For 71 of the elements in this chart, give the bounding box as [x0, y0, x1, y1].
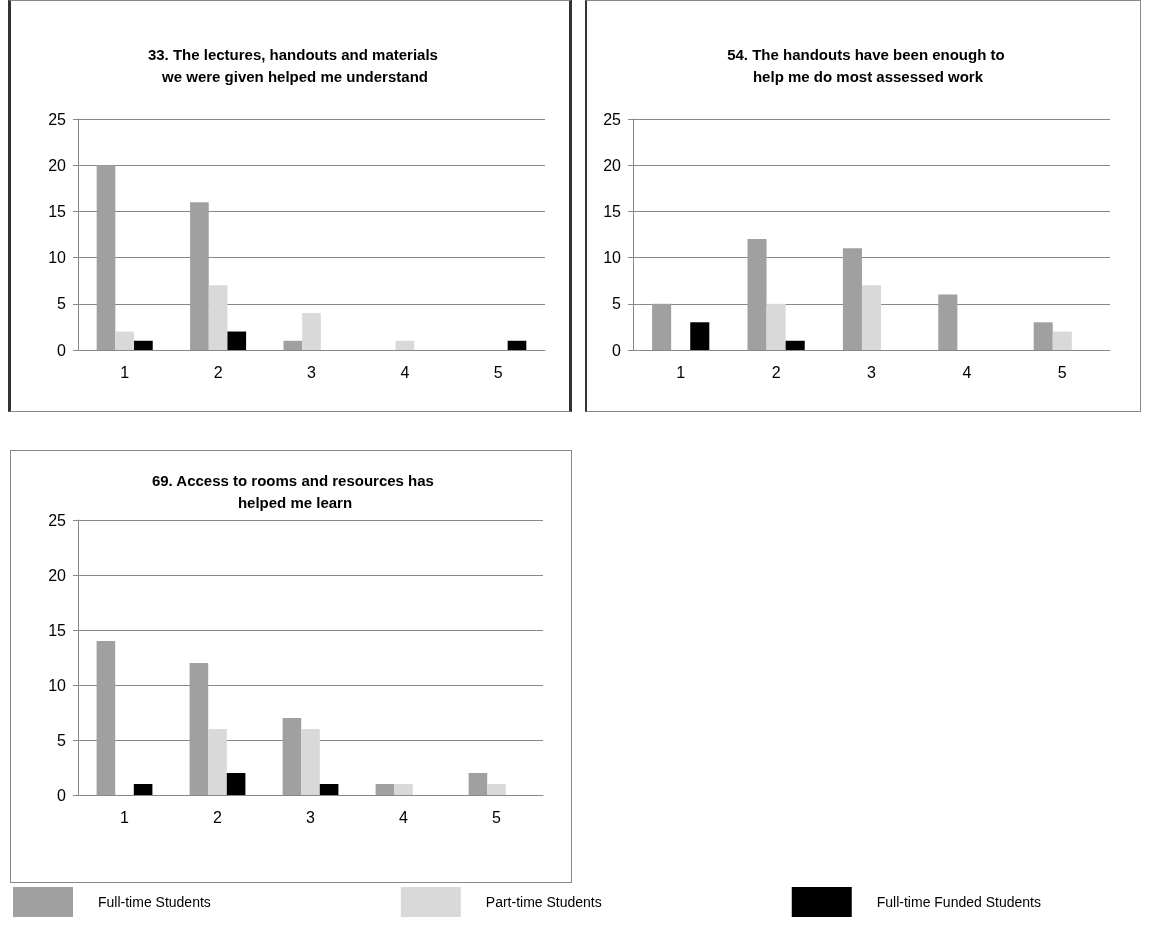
- x-tick-label: 4: [399, 808, 409, 826]
- bar: [208, 729, 227, 795]
- bar: [766, 303, 786, 350]
- y-tick-label: 5: [57, 731, 67, 749]
- legend-label: Full-time Funded Students: [876, 894, 1041, 910]
- y-tick-label: 25: [48, 110, 67, 128]
- bar: [96, 641, 116, 795]
- bar: [283, 340, 303, 350]
- x-tick-label: 2: [771, 363, 781, 381]
- y-tick-label: 0: [57, 786, 67, 804]
- bar: [652, 303, 672, 350]
- bar: [96, 165, 116, 350]
- x-tick-label: 3: [306, 808, 316, 826]
- bar: [468, 773, 488, 795]
- x-tick-label: 2: [213, 808, 223, 826]
- y-tick-label: 10: [603, 249, 622, 267]
- x-tick-label: 5: [493, 363, 503, 381]
- bar: [690, 322, 710, 350]
- bar: [226, 773, 246, 795]
- x-tick-label: 3: [867, 363, 877, 381]
- bar: [208, 285, 228, 350]
- y-tick-label: 25: [603, 110, 622, 128]
- x-tick-label: 2: [213, 363, 223, 381]
- bar: [375, 784, 395, 795]
- chart-title: 33. The lectures, handouts and materials we were given helped me understand: [147, 45, 443, 85]
- x-tick-label: 4: [962, 363, 972, 381]
- x-tick-label: 1: [120, 363, 130, 381]
- bar: [302, 313, 321, 350]
- y-tick-label: 10: [48, 676, 67, 694]
- bar: [842, 248, 862, 350]
- y-tick-label: 20: [48, 156, 67, 174]
- bar: [507, 340, 527, 350]
- bar: [319, 784, 339, 795]
- y-tick-label: 5: [57, 295, 67, 313]
- legend-label: Full-time Students: [98, 894, 211, 910]
- y-tick-label: 5: [612, 295, 622, 313]
- bar: [227, 331, 247, 350]
- y-tick-label: 20: [48, 566, 67, 584]
- bar: [487, 784, 506, 795]
- bar: [938, 294, 958, 350]
- bar: [747, 239, 767, 350]
- bar: [115, 331, 135, 350]
- bar: [301, 729, 320, 795]
- bar: [133, 784, 153, 795]
- x-tick-label: 1: [676, 363, 686, 381]
- bar: [395, 340, 415, 350]
- bar: [134, 340, 153, 350]
- x-tick-label: 5: [492, 808, 502, 826]
- bar: [190, 202, 209, 350]
- y-tick-label: 10: [48, 249, 67, 267]
- bar: [1033, 322, 1053, 350]
- y-tick-label: 0: [57, 341, 67, 359]
- chart-title: 69. Access to rooms and resources has helped me learn: [151, 471, 439, 511]
- bar: [785, 340, 805, 350]
- x-tick-label: 3: [307, 363, 317, 381]
- y-tick-label: 0: [612, 341, 622, 359]
- y-tick-label: 15: [603, 202, 622, 220]
- y-tick-label: 15: [48, 202, 67, 220]
- legend-label: Part-time Students: [485, 894, 602, 910]
- bar: [394, 784, 413, 795]
- bar: [861, 285, 882, 350]
- x-tick-label: 5: [1057, 363, 1067, 381]
- y-tick-label: 25: [48, 511, 67, 529]
- chart-title: 54. The handouts have been enough to help me do most assessed work: [727, 45, 1009, 85]
- y-tick-label: 15: [48, 621, 67, 639]
- bar: [282, 718, 302, 795]
- y-tick-label: 20: [603, 156, 622, 174]
- x-tick-label: 1: [120, 808, 130, 826]
- x-tick-label: 4: [400, 363, 410, 381]
- bar: [1052, 331, 1072, 350]
- bar: [189, 663, 209, 795]
